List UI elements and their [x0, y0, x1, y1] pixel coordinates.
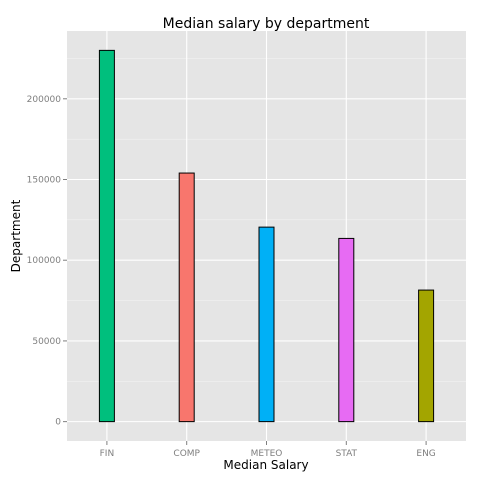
bars	[98, 49, 435, 423]
y-axis-ticks: 0 50000 100000 150000 200000	[27, 95, 67, 428]
x-tick-label-meteo: METEO	[251, 449, 283, 459]
x-tick-label-comp: COMP	[173, 449, 200, 459]
y-tick-label: 50000	[32, 337, 61, 347]
y-tick-label: 100000	[27, 256, 62, 266]
y-tick-label: 200000	[27, 95, 62, 105]
bar-comp	[178, 172, 195, 423]
chart-title: Median salary by department	[163, 16, 370, 32]
x-axis-label: Median Salary	[223, 458, 308, 472]
bar-meteo	[258, 226, 275, 423]
y-axis-label: Department	[9, 199, 23, 272]
bar-fin	[98, 49, 115, 423]
x-tick-label-eng: ENG	[416, 449, 435, 459]
x-axis-ticks: FIN COMP METEO STAT ENG	[100, 441, 436, 459]
y-tick-label: 150000	[27, 176, 62, 186]
bar-eng	[418, 289, 435, 423]
bar-stat	[338, 237, 355, 423]
x-tick-label-fin: FIN	[100, 449, 115, 459]
y-tick-label: 0	[55, 418, 61, 428]
x-tick-label-stat: STAT	[336, 449, 358, 459]
